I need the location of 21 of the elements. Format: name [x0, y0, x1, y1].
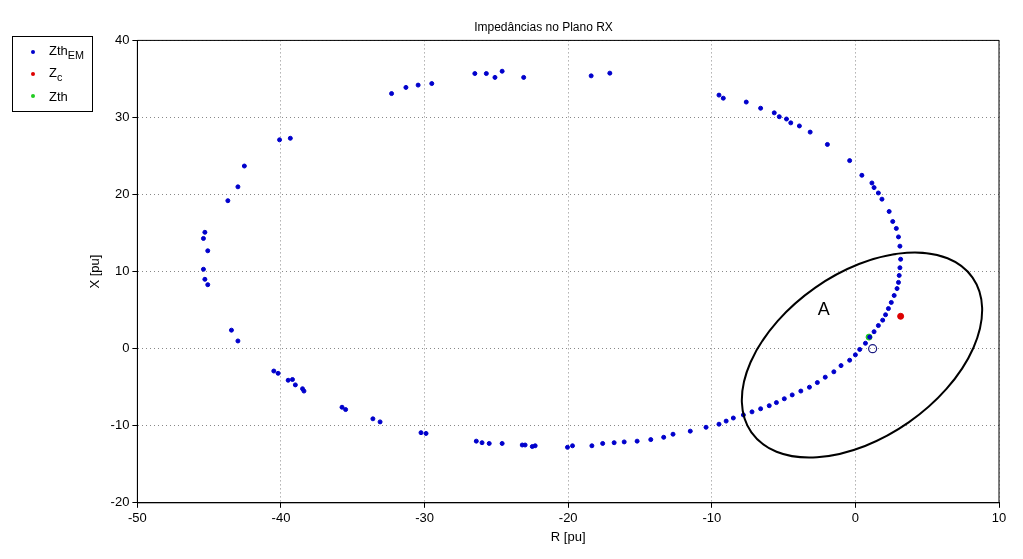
y-tick-label: 20 — [114, 186, 130, 202]
x-tick-label: -30 — [415, 510, 434, 526]
y-tick-label: -20 — [110, 494, 130, 510]
y-tick-label: 40 — [114, 31, 130, 47]
legend-label: Zth$_{EM}$ — [49, 43, 85, 61]
x-axis-title: R [pu] — [550, 528, 586, 544]
y-tick-label: 10 — [114, 263, 130, 279]
annotation: A — [817, 299, 830, 321]
x-tick-label: -40 — [271, 510, 291, 526]
y-axis-title: X [pu] — [87, 254, 103, 289]
legend-label: Zth — [49, 88, 68, 104]
x-tick-label: -10 — [702, 510, 722, 526]
y-tick-label: -10 — [110, 417, 130, 433]
y-tick-label: 30 — [114, 109, 130, 125]
y-tick-label: 0 — [122, 340, 130, 356]
x-tick-label: -50 — [127, 510, 147, 526]
x-tick-label: -20 — [558, 510, 578, 526]
legend-label: Z$_{c}$ — [49, 65, 63, 83]
x-tick-label: 0 — [851, 510, 860, 526]
chart-title: Impedâncias no Plano RX — [474, 19, 613, 34]
x-tick-label: 10 — [991, 510, 1007, 526]
